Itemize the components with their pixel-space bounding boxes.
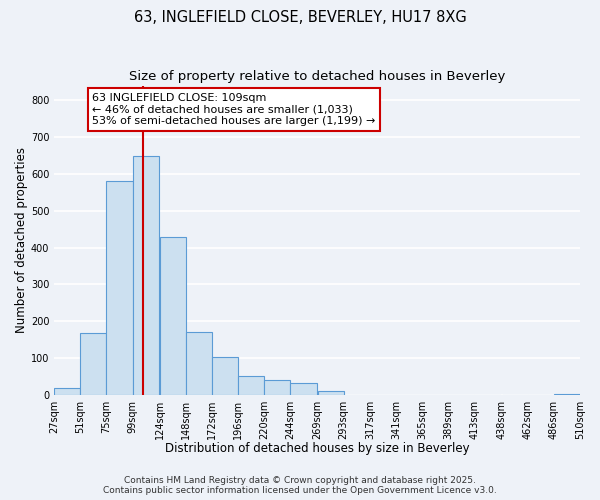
Bar bbox=[106, 180, 133, 395]
Y-axis label: Number of detached properties: Number of detached properties bbox=[15, 148, 28, 334]
Bar bbox=[133, 156, 158, 395]
Bar bbox=[290, 383, 317, 395]
Bar bbox=[186, 332, 212, 395]
Bar bbox=[317, 390, 344, 395]
Bar bbox=[160, 236, 186, 395]
Bar bbox=[80, 333, 106, 395]
Text: Contains HM Land Registry data © Crown copyright and database right 2025.
Contai: Contains HM Land Registry data © Crown c… bbox=[103, 476, 497, 495]
Bar bbox=[54, 388, 80, 395]
Title: Size of property relative to detached houses in Beverley: Size of property relative to detached ho… bbox=[129, 70, 505, 83]
Bar bbox=[238, 376, 264, 395]
Bar bbox=[212, 357, 238, 395]
Text: 63 INGLEFIELD CLOSE: 109sqm
← 46% of detached houses are smaller (1,033)
53% of : 63 INGLEFIELD CLOSE: 109sqm ← 46% of det… bbox=[92, 93, 376, 126]
X-axis label: Distribution of detached houses by size in Beverley: Distribution of detached houses by size … bbox=[165, 442, 469, 455]
Text: 63, INGLEFIELD CLOSE, BEVERLEY, HU17 8XG: 63, INGLEFIELD CLOSE, BEVERLEY, HU17 8XG bbox=[134, 10, 466, 25]
Bar bbox=[264, 380, 290, 395]
Bar bbox=[554, 394, 580, 395]
